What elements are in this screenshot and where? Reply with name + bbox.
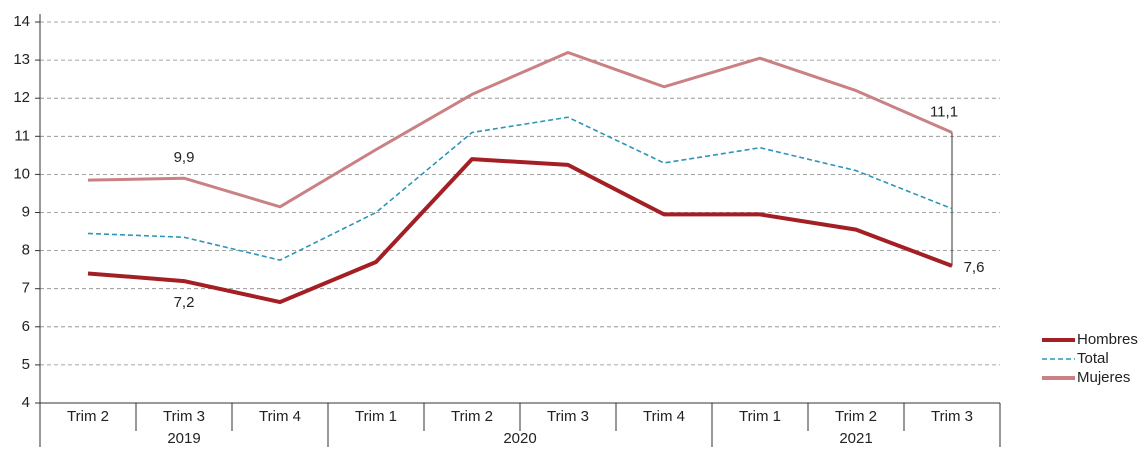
x-tick-label: Trim 2	[835, 408, 877, 425]
legend-label: Mujeres	[1077, 369, 1130, 386]
y-tick-label: 4	[22, 394, 30, 411]
y-tick-label: 5	[22, 356, 30, 373]
year-label: 2020	[503, 430, 536, 447]
x-tick-label: Trim 2	[451, 408, 493, 425]
x-tick-label: Trim 4	[643, 408, 685, 425]
y-tick-label: 9	[22, 203, 30, 220]
legend-label: Hombres	[1077, 331, 1138, 348]
y-tick-label: 7	[22, 280, 30, 297]
x-tick-label: Trim 3	[163, 408, 205, 425]
y-tick-label: 8	[22, 242, 30, 259]
series-line	[87, 157, 953, 305]
y-tick-label: 6	[22, 318, 30, 335]
year-label: 2021	[839, 430, 872, 447]
y-tick-label: 14	[13, 13, 30, 30]
series-line	[87, 50, 953, 209]
series-line	[87, 116, 953, 261]
x-tick-label: Trim 4	[259, 408, 301, 425]
x-tick-label: Trim 3	[931, 408, 973, 425]
y-tick-label: 10	[13, 165, 30, 182]
y-tick-label: 12	[13, 89, 30, 106]
value-label: 7,6	[964, 259, 985, 276]
x-tick-label: Trim 2	[67, 408, 109, 425]
y-tick-label: 13	[13, 51, 30, 68]
value-label: 11,1	[930, 103, 958, 120]
x-tick-label: Trim 1	[355, 408, 397, 425]
y-tick-label: 11	[14, 127, 30, 144]
value-label: 7,2	[174, 294, 195, 311]
year-label: 2019	[167, 430, 200, 447]
x-tick-label: Trim 1	[739, 408, 781, 425]
x-tick-label: Trim 3	[547, 408, 589, 425]
legend-label: Total	[1077, 350, 1109, 367]
value-label: 9,9	[174, 149, 195, 166]
